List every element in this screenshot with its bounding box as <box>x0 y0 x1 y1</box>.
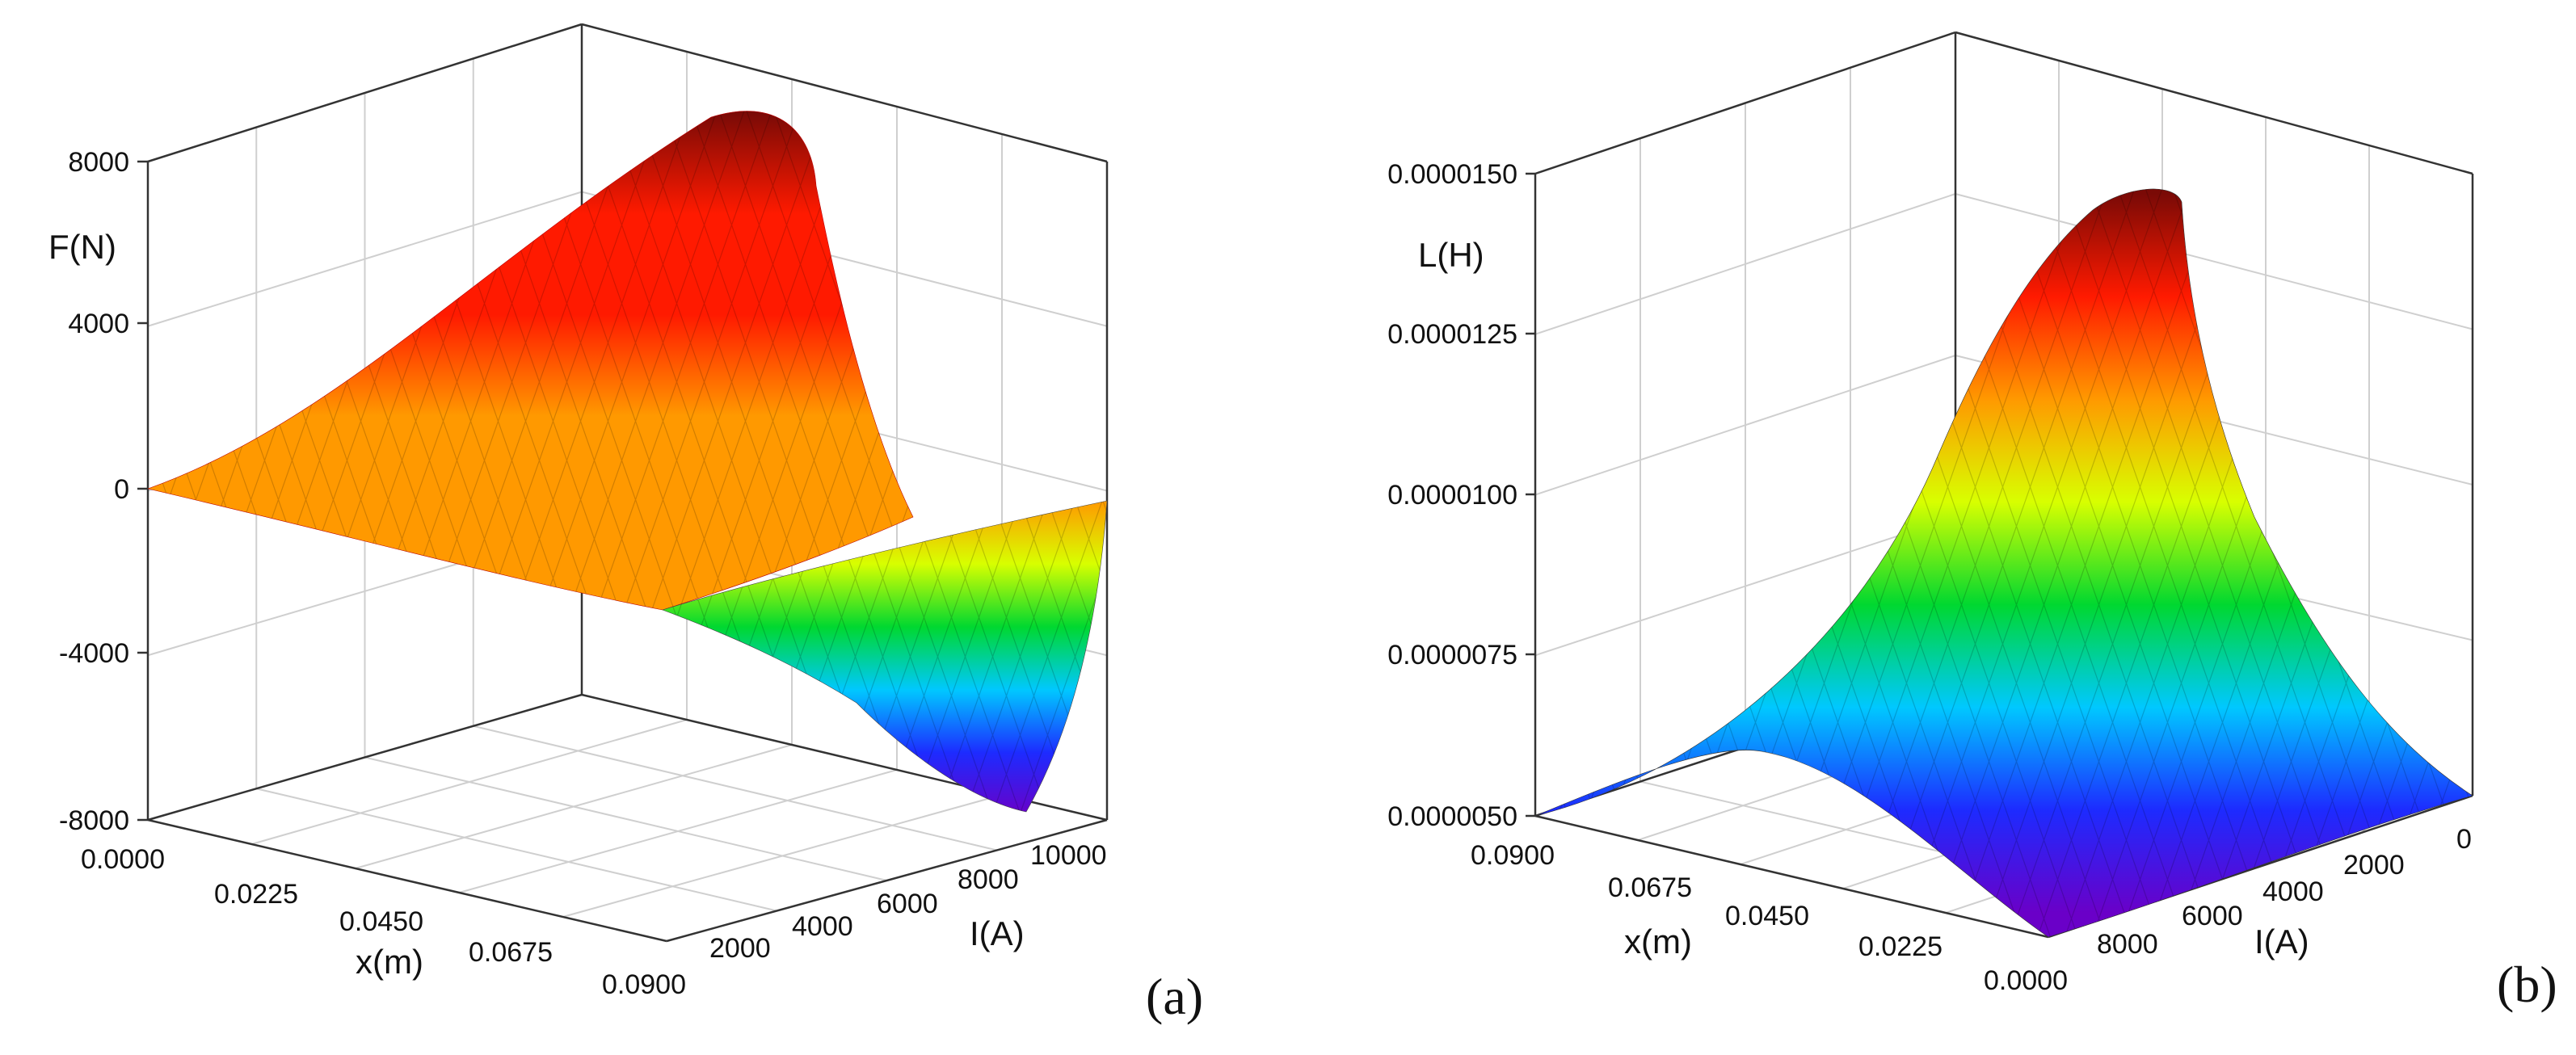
b-y-tick-label: 6000 <box>2182 901 2243 931</box>
a-y-tick-label: 10000 <box>1030 840 1107 871</box>
b-x-tick-label: 0.0225 <box>1858 931 1943 962</box>
gridline <box>473 725 997 851</box>
b-y-tick-label: 2000 <box>2343 850 2405 881</box>
gridline <box>1534 355 1956 496</box>
b-y-tick-label: 4000 <box>2262 876 2324 907</box>
b-x-tick-label: 0.0000 <box>1984 965 2068 996</box>
gridline <box>1955 193 2473 330</box>
b-y-tick-label: 0 <box>2456 824 2472 855</box>
gridline <box>251 719 688 845</box>
panel-a-surface <box>146 111 1108 813</box>
b-y-tick-label: 8000 <box>2097 929 2158 960</box>
gridline <box>458 769 898 893</box>
a-x-tick-label: 0.0000 <box>81 844 165 875</box>
a-x-tick-label: 0.0675 <box>469 937 553 968</box>
a-y-tick-label: 8000 <box>958 864 1019 895</box>
b-z-tick-label: 0.0000150 <box>1387 159 1517 190</box>
panel-a-label: (a) <box>1146 968 1203 1025</box>
surface-a-rising-sheet <box>146 111 914 611</box>
panel-b-x-ticks: 0.0900 0.0675 0.0450 0.0225 0.0000 <box>1471 840 2068 996</box>
a-z-axis-label: F(N) <box>48 228 116 266</box>
b-z-tick-label: 0.0000125 <box>1387 319 1517 350</box>
panel-b-y-ticks: 8000 6000 4000 2000 0 <box>2097 824 2472 960</box>
b-x-tick-label: 0.0450 <box>1725 901 1809 931</box>
a-y-tick-label: 2000 <box>709 933 771 964</box>
a-x-tick-label: 0.0225 <box>214 879 298 910</box>
panel-b: 0.0000150 0.0000125 0.0000100 0.0000075 … <box>1387 31 2557 1013</box>
b-x-tick-label: 0.0900 <box>1471 840 1555 871</box>
b-x-tick-label: 0.0675 <box>1608 872 1692 903</box>
b-z-tick-label: 0.0000050 <box>1387 801 1517 832</box>
a-z-tick-label: -8000 <box>59 805 129 836</box>
panel-a-y-ticks: 2000 4000 6000 8000 10000 <box>709 840 1107 964</box>
panel-a-z-ticks: 8000 4000 0 -4000 -8000 <box>59 147 148 836</box>
gridline <box>364 756 887 881</box>
a-y-tick-label: 4000 <box>792 911 853 942</box>
b-z-tick-label: 0.0000100 <box>1387 480 1517 511</box>
panel-b-z-ticks: 0.0000150 0.0000125 0.0000100 0.0000075 … <box>1387 159 1535 832</box>
a-x-tick-label: 0.0900 <box>602 969 686 1000</box>
a-x-axis-label: x(m) <box>356 943 423 981</box>
gridline <box>355 744 793 869</box>
b-y-axis-label: I(A) <box>2254 923 2309 960</box>
a-x-tick-label: 0.0450 <box>339 906 423 937</box>
gridline <box>147 191 583 327</box>
gridline <box>562 794 1003 918</box>
surface-b-sheet <box>1534 188 2473 938</box>
a-z-tick-label: 8000 <box>68 147 129 178</box>
surface-a-falling-sheet <box>662 500 1108 813</box>
a-z-tick-label: -4000 <box>59 638 129 669</box>
a-z-tick-label: 0 <box>114 474 129 505</box>
panel-a: 8000 4000 0 -4000 -8000 F(N) 0.0000 0.02… <box>48 23 1203 1025</box>
gridline <box>1534 516 1956 657</box>
b-z-axis-label: L(H) <box>1418 236 1484 274</box>
a-z-tick-label: 4000 <box>68 309 129 339</box>
b-z-tick-label: 0.0000075 <box>1387 640 1517 670</box>
a-y-axis-label: I(A) <box>970 914 1025 952</box>
gridline <box>1534 193 1956 335</box>
gridline <box>256 788 777 912</box>
panel-b-label: (b) <box>2497 956 2557 1013</box>
a-y-tick-label: 6000 <box>877 889 938 919</box>
b-x-axis-label: x(m) <box>1624 923 1692 960</box>
panel-a-x-ticks: 0.0000 0.0225 0.0450 0.0675 0.0900 <box>81 844 686 1000</box>
